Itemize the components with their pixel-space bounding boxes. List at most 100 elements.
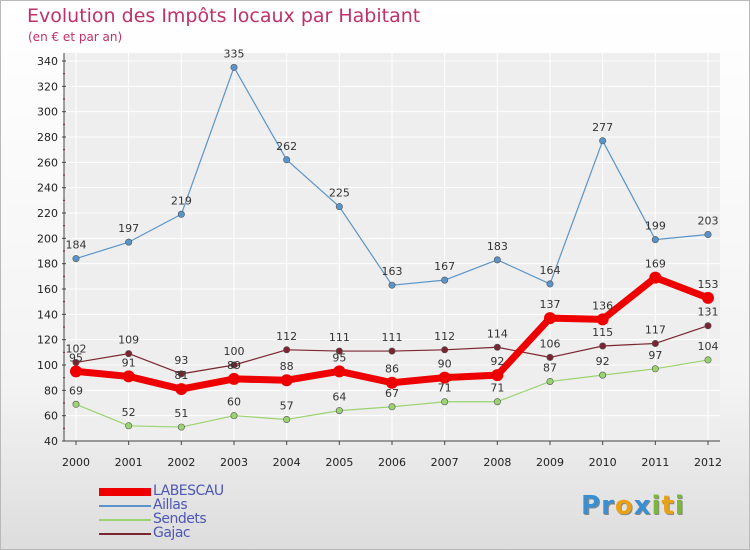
logo-letter: o bbox=[614, 491, 634, 521]
data-point-sendets bbox=[230, 412, 238, 420]
data-point-gajac bbox=[599, 342, 607, 350]
x-tick-label: 2011 bbox=[641, 456, 669, 469]
data-label-aillas: 219 bbox=[171, 194, 192, 207]
legend-label: LABESCAU bbox=[153, 483, 224, 499]
data-point-gajac bbox=[546, 353, 554, 361]
data-label-sendets: 87 bbox=[543, 361, 557, 374]
data-point-aillas bbox=[230, 63, 238, 71]
data-point-gajac bbox=[704, 322, 712, 330]
data-label-sendets: 67 bbox=[385, 387, 399, 400]
x-tick-label: 2006 bbox=[378, 456, 406, 469]
data-label-aillas: 184 bbox=[66, 239, 87, 252]
logo-letter: t bbox=[661, 491, 675, 521]
data-point-sendets bbox=[335, 407, 343, 415]
data-point-labescau bbox=[175, 383, 188, 396]
data-point-labescau bbox=[438, 371, 451, 384]
legend-swatch bbox=[99, 488, 151, 496]
data-point-aillas bbox=[651, 236, 659, 244]
data-point-gajac bbox=[125, 350, 133, 358]
logo-letter: P bbox=[581, 491, 602, 521]
x-tick-label: 2003 bbox=[220, 456, 248, 469]
data-label-labescau: 169 bbox=[645, 258, 666, 271]
data-point-labescau bbox=[280, 374, 293, 387]
data-label-gajac: 106 bbox=[540, 337, 561, 350]
data-label-labescau: 136 bbox=[592, 299, 613, 312]
data-point-gajac bbox=[388, 347, 396, 355]
x-tick-label: 2004 bbox=[273, 456, 301, 469]
legend-swatch bbox=[99, 505, 151, 507]
data-label-gajac: 109 bbox=[118, 334, 139, 347]
logo-letter: x bbox=[633, 491, 652, 521]
data-point-gajac bbox=[177, 370, 185, 378]
data-point-labescau bbox=[228, 372, 240, 385]
data-label-sendets: 97 bbox=[648, 349, 662, 362]
data-point-labescau bbox=[333, 365, 346, 378]
data-point-labescau bbox=[596, 313, 609, 326]
data-point-sendets bbox=[493, 398, 501, 406]
y-tick-label: 180 bbox=[37, 258, 58, 271]
y-tick-label: 120 bbox=[37, 334, 58, 347]
data-label-gajac: 111 bbox=[329, 331, 350, 344]
data-label-aillas: 203 bbox=[698, 215, 719, 228]
data-point-sendets bbox=[125, 422, 133, 430]
x-tick-label: 2008 bbox=[483, 456, 511, 469]
data-point-labescau bbox=[491, 369, 504, 382]
data-label-aillas: 163 bbox=[382, 265, 403, 278]
data-label-labescau: 88 bbox=[280, 360, 294, 373]
data-label-aillas: 164 bbox=[540, 264, 561, 277]
y-tick-label: 240 bbox=[37, 182, 58, 195]
data-label-labescau: 95 bbox=[332, 351, 346, 364]
y-tick-label: 80 bbox=[44, 384, 58, 397]
data-point-gajac bbox=[230, 361, 238, 369]
chart-title: Evolution des Impôts locaux par Habitant bbox=[27, 5, 421, 27]
legend-label: Sendets bbox=[153, 511, 207, 527]
legend-label: Aillas bbox=[153, 497, 188, 513]
data-point-aillas bbox=[125, 238, 133, 246]
chart-subtitle: (en € et par an) bbox=[28, 30, 123, 44]
x-tick-label: 2010 bbox=[589, 456, 617, 469]
y-tick-label: 160 bbox=[37, 283, 58, 296]
data-point-gajac bbox=[441, 346, 449, 354]
data-label-gajac: 111 bbox=[382, 331, 403, 344]
data-label-aillas: 199 bbox=[645, 220, 666, 233]
data-label-labescau: 86 bbox=[385, 363, 399, 376]
data-point-aillas bbox=[335, 203, 343, 211]
data-point-labescau bbox=[386, 376, 398, 389]
data-label-sendets: 57 bbox=[280, 399, 294, 412]
data-point-aillas bbox=[704, 231, 712, 239]
x-tick-label: 2000 bbox=[62, 456, 90, 469]
data-point-sendets bbox=[599, 371, 607, 379]
data-label-gajac: 115 bbox=[592, 326, 613, 339]
data-label-labescau: 89 bbox=[227, 359, 241, 372]
data-point-labescau bbox=[70, 365, 82, 378]
data-label-sendets: 64 bbox=[332, 391, 346, 404]
logo-letter: i bbox=[674, 491, 685, 521]
data-point-aillas bbox=[388, 281, 396, 289]
data-point-labescau bbox=[544, 312, 556, 325]
data-label-aillas: 335 bbox=[224, 47, 245, 60]
x-tick-label: 2012 bbox=[694, 456, 722, 469]
data-point-aillas bbox=[599, 137, 607, 145]
data-label-gajac: 131 bbox=[698, 306, 719, 319]
data-label-gajac: 102 bbox=[66, 342, 87, 355]
y-tick-label: 140 bbox=[37, 308, 58, 321]
x-tick-label: 2007 bbox=[431, 456, 459, 469]
data-label-labescau: 90 bbox=[438, 358, 452, 371]
data-label-gajac: 93 bbox=[174, 354, 188, 367]
data-point-aillas bbox=[546, 280, 554, 288]
data-label-sendets: 51 bbox=[174, 407, 188, 420]
y-tick-label: 200 bbox=[37, 232, 58, 245]
data-point-gajac bbox=[335, 347, 343, 355]
data-label-gajac: 100 bbox=[224, 345, 245, 358]
proxiti-logo: Proxiti bbox=[581, 491, 685, 521]
data-point-aillas bbox=[72, 255, 80, 263]
data-label-sendets: 71 bbox=[438, 382, 452, 395]
data-point-labescau bbox=[649, 271, 662, 284]
data-label-aillas: 225 bbox=[329, 187, 350, 200]
data-label-gajac: 114 bbox=[487, 327, 508, 340]
data-label-gajac: 112 bbox=[276, 330, 297, 343]
data-label-aillas: 262 bbox=[276, 140, 297, 153]
y-tick-label: 60 bbox=[44, 410, 58, 423]
